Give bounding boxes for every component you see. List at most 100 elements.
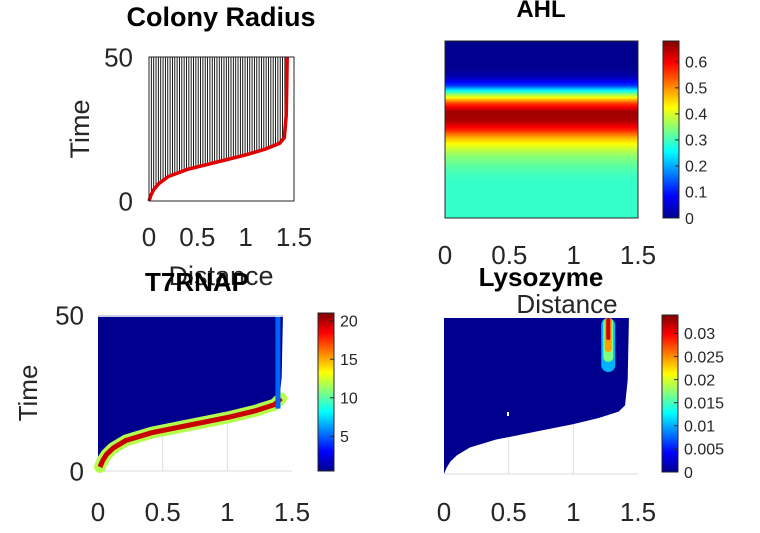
ahl-heatmap-row — [445, 76, 638, 78]
ahl-heatmap-row — [445, 127, 638, 129]
ahl-heatmap-row — [445, 139, 638, 141]
lyso-colorbar-ticks: 0 0.005 0.01 0.015 0.02 0.025 0.03 — [674, 326, 724, 482]
radius-ylabel: Time — [65, 100, 95, 159]
radius-xtick-label: 0 — [142, 222, 156, 252]
ahl-heatmap-row — [445, 60, 638, 62]
ahl-heatmap-row — [445, 93, 638, 95]
ahl-heatmap-row — [445, 197, 638, 199]
ahl-heatmap-row — [445, 144, 638, 146]
ahl-heatmap-row — [445, 88, 638, 90]
ahl-heatmap-row — [445, 50, 638, 52]
ahl-heatmap-row — [445, 106, 638, 108]
ahl-heatmap-row — [445, 182, 638, 184]
ahl-heatmap-row — [445, 132, 638, 134]
ahl-heatmap-row — [445, 169, 638, 171]
ahl-heatmap-row — [445, 183, 638, 185]
ahl-heatmap-row — [445, 143, 638, 145]
lyso-white-speck — [507, 412, 509, 416]
ahl-heatmap-row — [445, 185, 638, 187]
t7-ytick-label: 50 — [55, 300, 84, 330]
ahl-heatmap-row — [445, 176, 638, 178]
ahl-heatmap-row — [445, 95, 638, 97]
ahl-heatmap-row — [445, 70, 638, 72]
ahl-heatmap-row — [445, 187, 638, 189]
ahl-heatmap-row — [445, 87, 638, 89]
ahl-heatmap-row — [445, 201, 638, 203]
ahl-heatmap-row — [445, 206, 638, 208]
ahl-panel: AHL 0 0.1 0.2 0.3 0.4 0.5 0.6 0 0.5 1 1.5 Distanc… — [438, 0, 708, 319]
ahl-heatmap-row — [445, 152, 638, 154]
ahl-heatmap-row — [445, 186, 638, 188]
ahl-heatmap-row — [445, 65, 638, 67]
ahl-heatmap-row — [445, 131, 638, 133]
radius-xtick-label: 1 — [238, 222, 252, 252]
ahl-heatmap-row — [445, 162, 638, 164]
ahl-heatmap-row — [445, 80, 638, 82]
ahl-heatmap-row — [445, 129, 638, 131]
ahl-heatmap-row — [445, 145, 638, 147]
ahl-heatmap-row — [445, 163, 638, 165]
ahl-heatmap-row — [445, 195, 638, 197]
ahl-heatmap-row — [445, 194, 638, 196]
lyso-background-region — [444, 318, 629, 474]
ahl-heatmap-row — [445, 109, 638, 111]
ahl-colorbar-tick-label: 0.6 — [685, 55, 707, 72]
lyso-colorbar-tick-label: 0.03 — [684, 326, 715, 343]
ahl-heatmap-row — [445, 47, 638, 49]
ahl-heatmap-row — [445, 111, 638, 113]
ahl-heatmap-row — [445, 173, 638, 175]
radius-xtick-label: 0.5 — [179, 222, 215, 252]
ahl-x-ticks: 0 0.5 1 1.5 — [438, 240, 656, 270]
ahl-heatmap-row — [445, 81, 638, 83]
radius-axes-box — [148, 56, 295, 202]
ahl-heatmap-row — [445, 112, 638, 114]
ahl-heatmap-row — [445, 215, 638, 217]
ahl-heatmap-row — [445, 192, 638, 194]
ahl-heatmap-row — [445, 141, 638, 143]
ahl-heatmap-row — [445, 157, 638, 159]
ahl-heatmap-row — [445, 61, 638, 63]
ahl-heatmap-row — [445, 156, 638, 158]
ahl-heatmap-row — [445, 115, 638, 117]
ahl-heatmap-row — [445, 42, 638, 44]
ahl-heatmap-row — [445, 204, 638, 206]
ahl-heatmap-row — [445, 175, 638, 177]
ahl-colorbar-tick-label: 0 — [685, 211, 694, 228]
ahl-heatmap-row — [445, 113, 638, 115]
t7-panel: T7RNAP 5 10 15 20 0 0.5 1 1.5 0 50 Time — [13, 267, 358, 527]
radius-ytick-label: 50 — [104, 42, 133, 72]
ahl-heatmap-row — [445, 178, 638, 180]
ahl-heatmap-row — [445, 63, 638, 65]
ahl-heatmap-row — [445, 83, 638, 85]
ahl-heatmap-row — [445, 110, 638, 112]
ahl-heatmap-row — [445, 100, 638, 102]
ahl-heatmap-row — [445, 79, 638, 81]
ahl-heatmap-row — [445, 198, 638, 200]
ahl-heatmap-row — [445, 66, 638, 68]
lyso-colorbar-tick-label: 0.025 — [684, 349, 724, 366]
lyso-colorbar-tick-label: 0 — [684, 465, 693, 482]
t7-xtick-label: 1.5 — [274, 497, 310, 527]
ahl-heatmap-row — [445, 121, 638, 123]
lyso-xtick-label: 0.5 — [491, 497, 527, 527]
ahl-xtick-label: 0.5 — [491, 240, 527, 270]
ahl-heatmap-row — [445, 137, 638, 139]
ahl-heatmap-row — [445, 147, 638, 149]
radius-ytick-label: 0 — [119, 186, 133, 216]
ahl-heatmap-row — [445, 191, 638, 193]
ahl-heatmap-row — [445, 68, 638, 70]
t7-background-region — [98, 315, 283, 471]
t7-xtick-label: 1 — [220, 497, 234, 527]
lyso-colorbar-tick-label: 0.015 — [684, 395, 724, 412]
ahl-heatmap-row — [445, 181, 638, 183]
ahl-heatmap-row — [445, 91, 638, 93]
ahl-heatmap-row — [445, 174, 638, 176]
ahl-heatmap-row — [445, 55, 638, 57]
ahl-heatmap-row — [445, 67, 638, 69]
ahl-heatmap-row — [445, 135, 638, 137]
ahl-axes-box — [444, 40, 639, 219]
ahl-heatmap-row — [445, 64, 638, 66]
ahl-heatmap-row — [445, 116, 638, 118]
ahl-heatmap-row — [445, 196, 638, 198]
ahl-heatmap-row — [445, 207, 638, 209]
